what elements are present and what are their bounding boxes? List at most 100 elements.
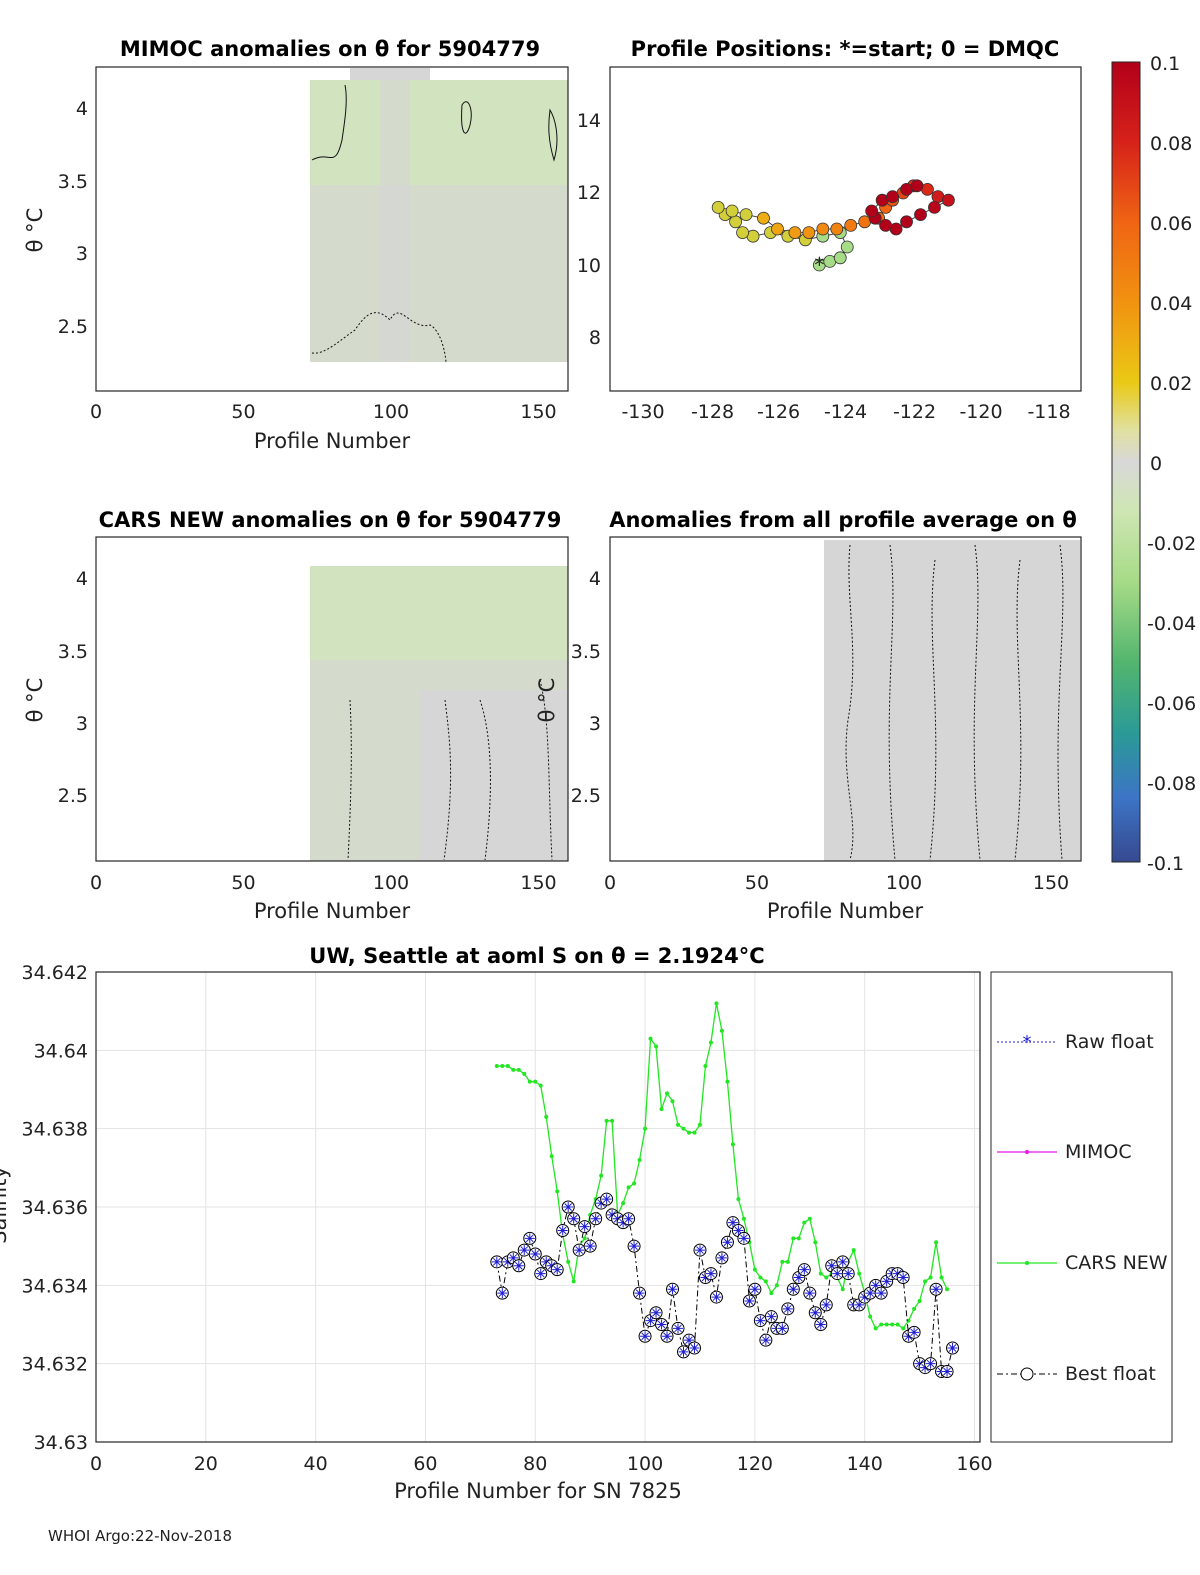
tick-label: 4 — [589, 568, 601, 590]
position-point — [802, 226, 816, 240]
best-point — [666, 1282, 680, 1296]
colorbar: 0.1 0.08 0.06 0.04 0.02 0 -0.02 -0.04 -0… — [1111, 53, 1196, 875]
tick-label: 12 — [577, 182, 601, 204]
cars-point — [571, 1279, 576, 1284]
cars-point — [708, 1040, 713, 1045]
tick-label: 4 — [76, 98, 88, 120]
tick-label: -126 — [757, 401, 800, 423]
footer-stamp: WHOI Argo:22-Nov-2018 — [48, 1527, 232, 1545]
legend-item-raw: * Raw float — [997, 1031, 1154, 1053]
cars-point — [884, 1322, 889, 1327]
salinity-xticks: 0 20 40 60 80 100 120 140 160 — [90, 1453, 993, 1475]
legend-label: Best float — [1065, 1363, 1156, 1385]
raw-marker — [854, 1299, 865, 1310]
raw-marker — [931, 1284, 942, 1295]
mimoc-ylabel: θ °C — [23, 208, 47, 253]
best-point — [742, 1294, 756, 1308]
raw-marker — [722, 1237, 733, 1248]
raw-marker — [667, 1284, 678, 1295]
colorbar-gradient — [1111, 61, 1141, 863]
position-point — [729, 215, 742, 229]
best-point — [490, 1255, 504, 1269]
raw-marker — [826, 1260, 837, 1271]
best-point — [600, 1192, 614, 1206]
raw-marker — [914, 1358, 925, 1369]
raw-marker — [519, 1245, 530, 1256]
raw-marker — [749, 1284, 760, 1295]
raw-marker — [513, 1260, 524, 1271]
raw-marker — [799, 1264, 810, 1275]
raw-marker — [579, 1221, 590, 1232]
best-point — [709, 1290, 723, 1304]
cars-point — [637, 1158, 642, 1162]
cars-field-neutral-2 — [420, 690, 568, 861]
cars-point — [939, 1275, 944, 1280]
tick-label: -118 — [1027, 401, 1070, 423]
cars-point — [697, 1122, 702, 1127]
raw-marker — [755, 1315, 766, 1326]
tick-label: 20 — [194, 1453, 218, 1475]
raw-marker — [788, 1284, 799, 1295]
cars-contour-neg — [347, 679, 553, 861]
cars-point — [763, 1279, 768, 1284]
allavg-field — [824, 540, 1080, 861]
position-point — [914, 208, 927, 222]
best-point — [583, 1239, 597, 1253]
allavg-ylabel: θ °C — [535, 678, 559, 723]
cars-point — [945, 1287, 950, 1292]
raw-marker — [843, 1268, 854, 1279]
positions-title: Profile Positions: *=start; 0 = DMQC — [631, 37, 1060, 61]
mimoc-field-band — [380, 80, 410, 362]
raw-marker — [777, 1323, 788, 1334]
circle-icon — [1020, 1367, 1034, 1381]
tick-label: 3.5 — [571, 641, 601, 663]
best-point — [841, 1267, 855, 1281]
tick-label: -0.06 — [1147, 693, 1196, 715]
salinity-grid — [95, 971, 980, 1443]
best-point — [512, 1259, 526, 1273]
raw-marker — [865, 1288, 876, 1299]
position-point — [757, 211, 770, 225]
cars-yticks: 4 3.5 3 2.5 — [58, 568, 88, 807]
cars-point — [906, 1318, 911, 1323]
cars-point — [725, 1079, 730, 1084]
cars-series-line — [496, 1003, 948, 1330]
best-point — [704, 1267, 718, 1281]
raw-marker — [673, 1323, 684, 1334]
tick-label: -0.04 — [1147, 613, 1196, 635]
tick-label: 50 — [231, 401, 255, 423]
tick-label: 150 — [1033, 872, 1069, 894]
panel-mimoc: MIMOC anomalies on θ for 5904779 0 50 10… — [23, 37, 569, 453]
position-point — [736, 226, 749, 240]
cars-point — [555, 1189, 560, 1194]
cars-point — [873, 1326, 878, 1331]
position-point — [711, 200, 725, 214]
cars-point — [505, 1064, 510, 1068]
tick-label: 34.642 — [22, 962, 88, 984]
raw-marker — [711, 1292, 722, 1303]
allavg-contour — [845, 544, 1064, 861]
position-point — [725, 204, 739, 218]
cars-point — [527, 1079, 532, 1084]
tick-label: 0 — [604, 872, 616, 894]
cars-point — [643, 1126, 648, 1131]
colorbar-ticks: 0.1 0.08 0.06 0.04 0.02 0 -0.02 -0.04 -0… — [1147, 53, 1196, 875]
raw-marker — [508, 1252, 519, 1263]
cars-point — [741, 1216, 746, 1221]
raw-marker — [623, 1213, 634, 1224]
best-point — [649, 1306, 663, 1320]
mimoc-title: MIMOC anomalies on θ for 5904779 — [120, 37, 540, 61]
raw-marker — [837, 1256, 848, 1267]
best-point — [534, 1267, 548, 1281]
cars-point — [730, 1142, 735, 1147]
tick-label: 3 — [76, 713, 88, 735]
best-point — [677, 1345, 691, 1359]
cars-axes — [95, 536, 569, 862]
best-point — [737, 1231, 751, 1245]
asterisk-icon: * — [1023, 1032, 1032, 1053]
position-point — [771, 222, 784, 236]
raw-marker — [491, 1256, 502, 1267]
cars-point — [840, 1287, 845, 1292]
raw-marker — [530, 1249, 541, 1259]
raw-marker — [832, 1268, 843, 1279]
